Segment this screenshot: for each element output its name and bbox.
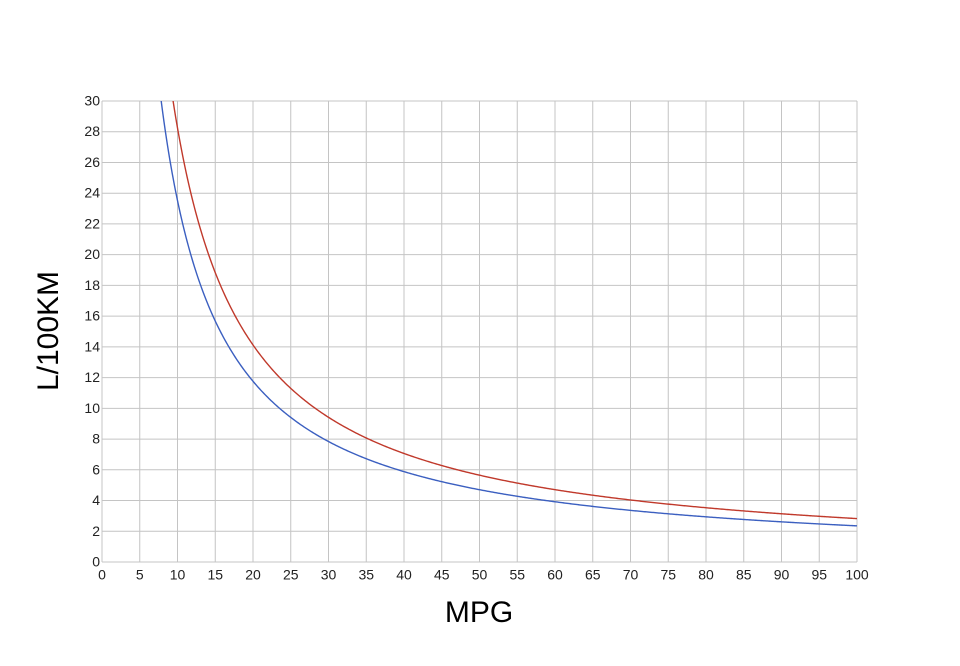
svg-text:20: 20 — [245, 567, 261, 583]
svg-text:100: 100 — [845, 567, 869, 583]
svg-text:16: 16 — [84, 308, 100, 324]
svg-text:30: 30 — [84, 93, 100, 109]
svg-text:55: 55 — [509, 567, 525, 583]
svg-text:2: 2 — [92, 523, 100, 539]
svg-text:6: 6 — [92, 461, 100, 477]
svg-text:0: 0 — [92, 554, 100, 570]
svg-text:8: 8 — [92, 431, 100, 447]
svg-text:60: 60 — [547, 567, 563, 583]
svg-text:90: 90 — [774, 567, 790, 583]
svg-text:10: 10 — [170, 567, 186, 583]
svg-text:10: 10 — [84, 400, 100, 416]
svg-text:45: 45 — [434, 567, 450, 583]
svg-text:14: 14 — [84, 338, 100, 354]
svg-text:75: 75 — [660, 567, 676, 583]
svg-text:70: 70 — [623, 567, 639, 583]
svg-text:20: 20 — [84, 246, 100, 262]
svg-text:30: 30 — [321, 567, 337, 583]
svg-text:25: 25 — [283, 567, 299, 583]
svg-text:26: 26 — [84, 154, 100, 170]
svg-text:50: 50 — [472, 567, 488, 583]
svg-text:28: 28 — [84, 123, 100, 139]
svg-text:80: 80 — [698, 567, 714, 583]
svg-text:35: 35 — [358, 567, 374, 583]
svg-text:95: 95 — [811, 567, 827, 583]
svg-text:5: 5 — [136, 567, 144, 583]
svg-text:24: 24 — [84, 185, 100, 201]
svg-text:85: 85 — [736, 567, 752, 583]
svg-text:15: 15 — [207, 567, 223, 583]
svg-text:12: 12 — [84, 369, 100, 385]
svg-text:65: 65 — [585, 567, 601, 583]
svg-text:40: 40 — [396, 567, 412, 583]
svg-text:18: 18 — [84, 277, 100, 293]
svg-text:4: 4 — [92, 492, 100, 508]
svg-text:22: 22 — [84, 215, 100, 231]
